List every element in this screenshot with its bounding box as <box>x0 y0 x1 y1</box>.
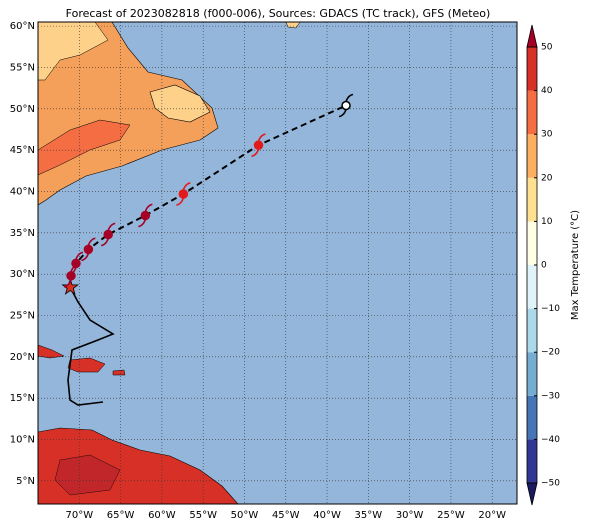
colorbar-bin <box>527 308 537 353</box>
y-tick-label: 30°N <box>10 269 35 280</box>
past-track <box>67 286 115 406</box>
x-tick-label: 70°W <box>65 510 93 521</box>
storm-eye <box>83 244 94 255</box>
storm-eye <box>71 258 81 269</box>
storm-arm <box>138 219 147 228</box>
colorbar-bin <box>527 395 537 440</box>
y-tick-label: 15°N <box>10 393 35 404</box>
colorbar-tick-label: −10 <box>541 304 560 314</box>
x-tick-label: 50°W <box>231 510 259 521</box>
storm-eye <box>140 210 151 221</box>
y-tick-label: 5°N <box>16 476 35 487</box>
x-tick-label: 40°W <box>313 510 341 521</box>
storm-arm <box>101 238 109 247</box>
colorbar-tick-label: 50 <box>541 43 553 53</box>
colorbar-bin <box>527 352 537 396</box>
hispaniola <box>67 357 106 373</box>
colorbar-tick-label: 20 <box>541 173 553 183</box>
storm-arm <box>87 237 96 246</box>
x-tick-label: 60°W <box>148 510 176 521</box>
colorbar-bin <box>527 90 537 135</box>
colorbar-bin <box>527 177 537 222</box>
y-tick-label: 60°N <box>10 21 35 32</box>
storm-arm <box>338 109 347 118</box>
map-area <box>38 22 517 504</box>
storm-arm <box>251 148 260 157</box>
interior-land <box>38 119 131 176</box>
newfoundland <box>149 84 211 123</box>
map-frame <box>37 21 518 505</box>
storm-symbol <box>81 237 96 262</box>
y-tick-label: 25°N <box>10 310 35 321</box>
labrador <box>38 22 109 81</box>
forecast-track <box>69 104 347 288</box>
grid <box>38 22 517 504</box>
storm-arm <box>75 251 84 260</box>
colorbar-bin <box>527 439 537 483</box>
colorbar-over <box>526 24 538 48</box>
storm-arm <box>182 182 191 191</box>
colorbar-bin <box>527 221 537 265</box>
colorbar-tick-label: −50 <box>541 479 560 489</box>
colorbar-bin <box>527 47 537 91</box>
storm-symbol <box>176 182 191 206</box>
colorbar-tick-label: 30 <box>541 130 553 140</box>
storm-eye <box>341 100 351 111</box>
colorbar-label: Max Temperature (°C) <box>570 210 581 320</box>
storm-symbol <box>338 93 354 118</box>
storm-arm <box>176 197 185 206</box>
colorbar-under <box>526 482 538 506</box>
colorbar-bin <box>527 265 537 309</box>
x-tick-label: 30°W <box>396 510 424 521</box>
x-tick-label: 25°W <box>437 510 465 521</box>
y-tick-label: 45°N <box>10 145 35 156</box>
colorbar-tick-label: −40 <box>541 435 560 445</box>
storm-eye <box>253 140 264 150</box>
storm-symbol <box>251 133 266 157</box>
track <box>61 93 354 295</box>
puerto-rico <box>112 369 126 376</box>
colorbar-bin <box>527 134 537 178</box>
x-tick-label: 20°W <box>478 510 506 521</box>
axes: 70°W 65°W 60°W 55°W 50°W 45°W 40°W 35°W 30°W 25°W… <box>10 21 506 521</box>
colorbar-tick-label: 10 <box>541 217 553 227</box>
x-tick-label: 45°W <box>272 510 300 521</box>
south-america-region <box>54 454 121 496</box>
y-tick-label: 50°N <box>10 104 35 115</box>
y-tick-label: 35°N <box>10 228 35 239</box>
storm-arm <box>257 133 266 142</box>
colorbar-tick-label: 40 <box>541 86 553 96</box>
storm-arm <box>63 279 72 288</box>
colorbar-tick-label: 0 <box>541 261 547 271</box>
map-title: Forecast of 2023082818 (f000-006), Sourc… <box>66 7 491 20</box>
start-star <box>61 278 79 295</box>
colorbar-tick-label: −30 <box>541 391 560 401</box>
storm-symbol <box>68 251 84 276</box>
x-tick-label: 35°W <box>355 510 383 521</box>
storm-arm <box>345 93 354 102</box>
colorbar: −50 −40 −30 −20 −10 0 10 20 30 40 50 <box>526 24 560 506</box>
storm-eye <box>103 229 113 240</box>
y-tick-label: 55°N <box>10 62 35 73</box>
storm-eye <box>178 189 189 199</box>
x-tick-label: 55°W <box>189 510 217 521</box>
y-tick-label: 40°N <box>10 186 35 197</box>
greenland <box>285 22 301 29</box>
storm-arm <box>107 222 116 231</box>
y-tick-label: 10°N <box>10 435 35 446</box>
x-tick-label: 65°W <box>107 510 135 521</box>
colorbar-tick-label: −20 <box>541 348 560 358</box>
storm-arm <box>144 203 153 212</box>
storm-arm <box>81 253 90 262</box>
y-tick-label: 20°N <box>10 352 35 363</box>
storm-arm <box>68 267 77 276</box>
storm-symbol <box>101 222 116 247</box>
storm-symbol <box>138 203 153 228</box>
